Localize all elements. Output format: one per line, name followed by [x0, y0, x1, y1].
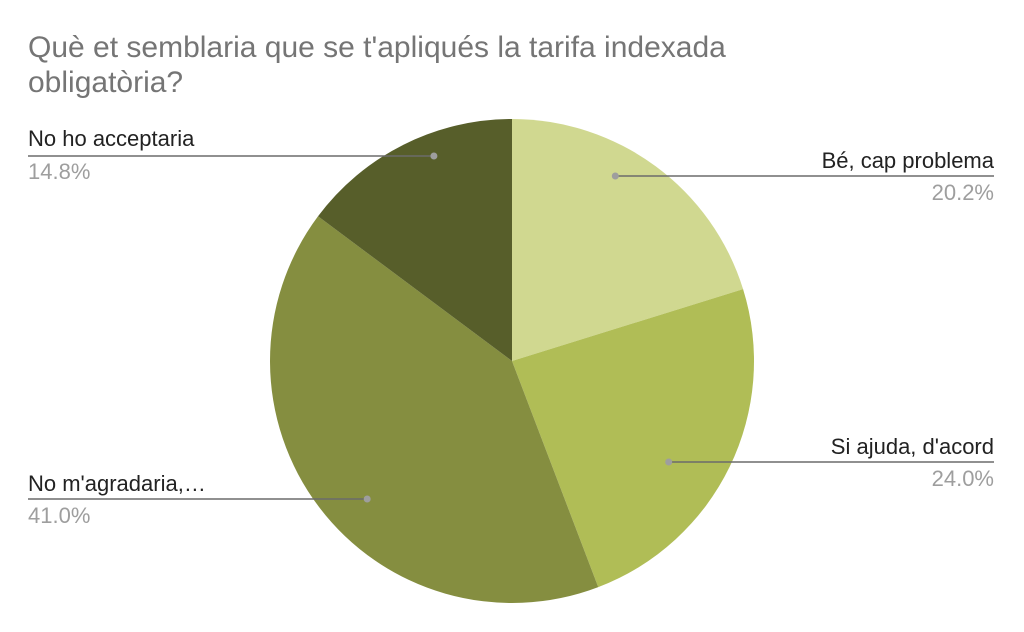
leader-dot	[430, 152, 438, 160]
slice-label: Bé, cap problema	[822, 148, 995, 173]
slice-label: Si ajuda, d'acord	[831, 434, 994, 459]
leader-dot	[665, 458, 673, 466]
slice-percent-label: 24.0%	[932, 466, 994, 491]
pie-slice	[512, 289, 755, 588]
chart-title-line-1: Què et semblaria que se t'apliqués la ta…	[28, 31, 726, 64]
leader-dot	[363, 495, 371, 503]
pie-slice	[318, 119, 512, 361]
pie-slice	[512, 119, 744, 361]
pie-leader-lines	[28, 152, 994, 503]
pie-slices	[270, 119, 755, 604]
slice-label: No m'agradaria,…	[28, 471, 206, 496]
slice-label: No ho acceptaria	[28, 126, 195, 151]
chart-title-line-2: obligatòria?	[28, 66, 183, 99]
pie-labels: Bé, cap problema 20.2% Si ajuda, d'acord 24…	[28, 126, 995, 528]
slice-percent-label: 14.8%	[28, 159, 90, 184]
slice-percent-label: 41.0%	[28, 503, 90, 528]
chart-title: Què et semblaria que se t'apliqués la ta…	[28, 31, 726, 99]
slice-percent-label: 20.2%	[932, 180, 994, 205]
leader-dot	[611, 172, 619, 180]
pie-slice	[270, 216, 599, 604]
